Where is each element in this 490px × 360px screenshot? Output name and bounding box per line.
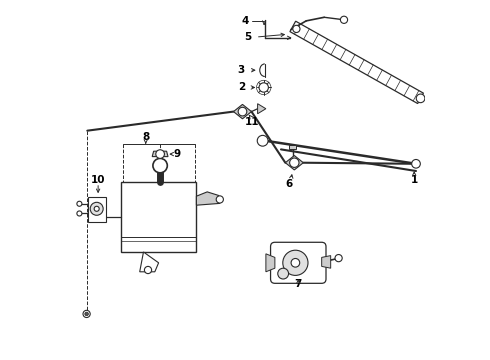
Circle shape [94, 206, 99, 211]
Polygon shape [233, 104, 251, 119]
Text: 5: 5 [244, 32, 251, 42]
Text: 7: 7 [294, 279, 302, 289]
Circle shape [341, 16, 347, 23]
Text: 10: 10 [91, 175, 105, 185]
Text: 8: 8 [142, 132, 149, 142]
Circle shape [85, 312, 88, 316]
Circle shape [259, 83, 269, 92]
Circle shape [77, 201, 82, 206]
Circle shape [238, 107, 247, 116]
Polygon shape [289, 145, 296, 149]
Polygon shape [266, 254, 275, 272]
Text: 6: 6 [285, 179, 293, 189]
Circle shape [283, 250, 308, 275]
Circle shape [216, 196, 223, 203]
Text: 1: 1 [411, 175, 418, 185]
Text: 9: 9 [174, 149, 181, 159]
Text: 3: 3 [238, 65, 245, 75]
Circle shape [416, 94, 425, 103]
Circle shape [145, 266, 151, 274]
Circle shape [293, 25, 300, 32]
Circle shape [278, 268, 289, 279]
FancyBboxPatch shape [270, 242, 326, 283]
Text: 11: 11 [245, 117, 259, 127]
Circle shape [257, 135, 268, 146]
Circle shape [335, 255, 342, 262]
Polygon shape [258, 104, 266, 114]
Polygon shape [321, 256, 331, 268]
Circle shape [156, 150, 165, 158]
Circle shape [77, 211, 82, 216]
Polygon shape [140, 252, 159, 272]
Circle shape [83, 310, 90, 318]
Polygon shape [196, 192, 220, 205]
Bar [88, 197, 106, 222]
Circle shape [291, 258, 300, 267]
Polygon shape [285, 156, 303, 170]
Text: 4: 4 [241, 16, 249, 26]
Text: 2: 2 [238, 82, 245, 93]
Circle shape [412, 159, 420, 168]
Polygon shape [290, 21, 423, 104]
FancyBboxPatch shape [121, 182, 196, 252]
Circle shape [90, 202, 103, 215]
Circle shape [290, 158, 299, 167]
Polygon shape [152, 151, 168, 157]
Circle shape [153, 158, 167, 173]
